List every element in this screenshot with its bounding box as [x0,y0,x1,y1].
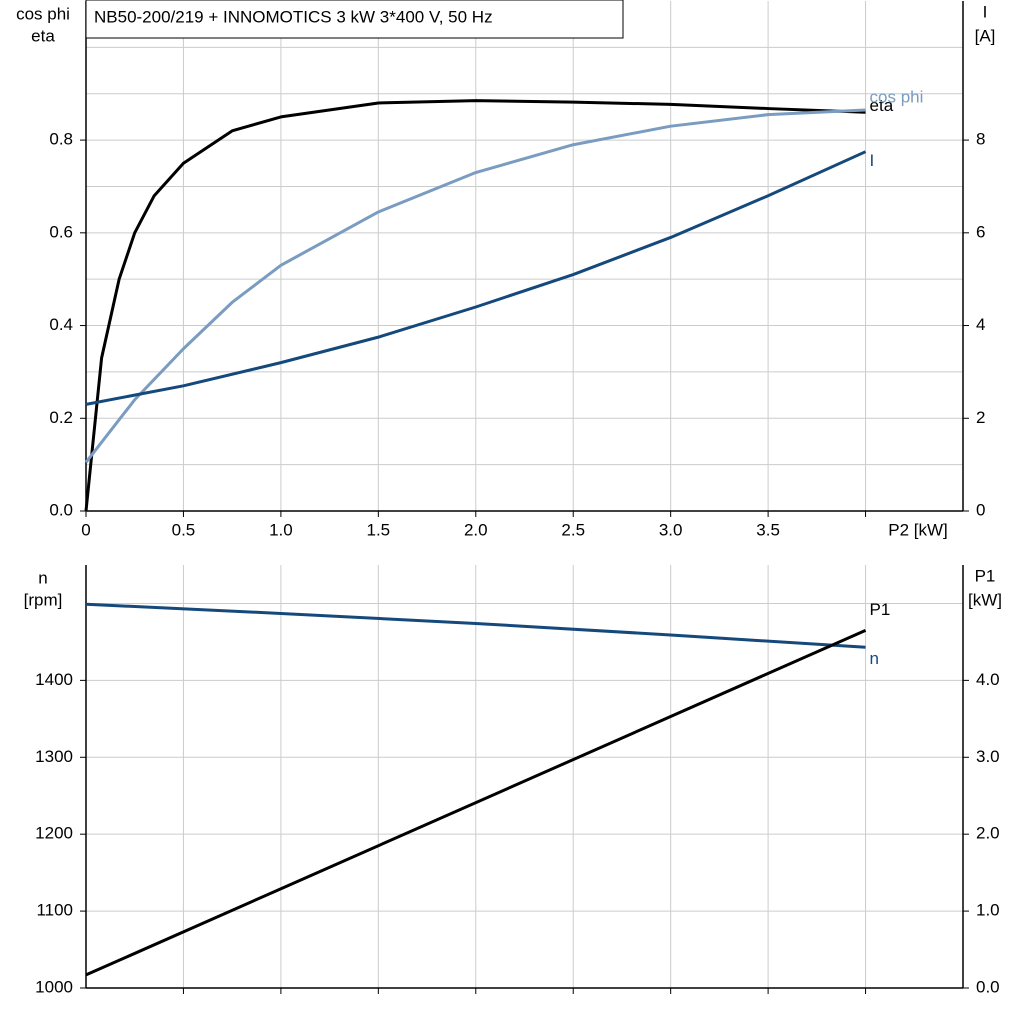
y-tick-label: 0.8 [49,130,73,149]
y2-tick-label: 4.0 [976,670,1000,689]
y2-tick-label: 0 [976,500,985,519]
x-tick-label: 3.5 [756,520,780,539]
series-line [85,629,867,977]
x-tick-label: 3.0 [659,520,683,539]
series-line [84,108,866,464]
x-tick-label: 1.5 [367,520,391,539]
x-axis-title: P2 [kW] [888,520,948,539]
series-label: eta [870,96,894,115]
x-tick-label: 2.5 [561,520,585,539]
y-tick-label: 1200 [35,824,73,843]
y-tick-label: 0.4 [49,315,73,334]
series-label: I [870,151,875,170]
y2-tick-label: 2 [976,408,985,427]
x-tick-label: 0 [81,520,90,539]
y-axis-title: [rpm] [24,590,63,609]
y2-tick-label: 1.0 [976,901,1000,920]
x-tick-label: 1.0 [269,520,293,539]
y-tick-label: 1300 [35,747,73,766]
y2-axis-title: P1 [975,566,996,585]
series-label: P1 [870,600,891,619]
y-axis-title: cos phi [16,4,70,23]
y2-axis-title: I [983,2,988,21]
y2-tick-label: 2.0 [976,824,1000,843]
y2-tick-label: 8 [976,130,985,149]
title-box [85,0,624,39]
y2-tick-label: 4 [976,315,985,334]
series-line [84,99,866,512]
series-label: cos phi [870,87,924,106]
y-tick-label: 0.0 [49,500,73,519]
y2-tick-label: 3.0 [976,747,1000,766]
y-tick-label: 0.6 [49,222,73,241]
y-tick-label: 1100 [36,901,73,920]
series-line [85,602,866,649]
y-axis-title: eta [31,26,55,45]
x-tick-label: 0.5 [172,520,196,539]
y-tick-label: 0.2 [49,408,73,427]
y2-tick-label: 6 [976,222,985,241]
y2-axis-title: [A] [975,26,996,45]
x-tick-label: 2.0 [464,520,488,539]
y2-axis-title: [kW] [968,590,1002,609]
series-label: n [870,649,879,668]
y2-tick-label: 0.0 [976,977,1000,996]
y-tick-label: 1400 [35,670,73,689]
chart-title: NB50-200/219 + INNOMOTICS 3 kW 3*400 V, … [94,7,493,26]
series-line [85,150,867,406]
y-tick-label: 1000 [35,977,73,996]
y-axis-title: n [38,568,47,587]
